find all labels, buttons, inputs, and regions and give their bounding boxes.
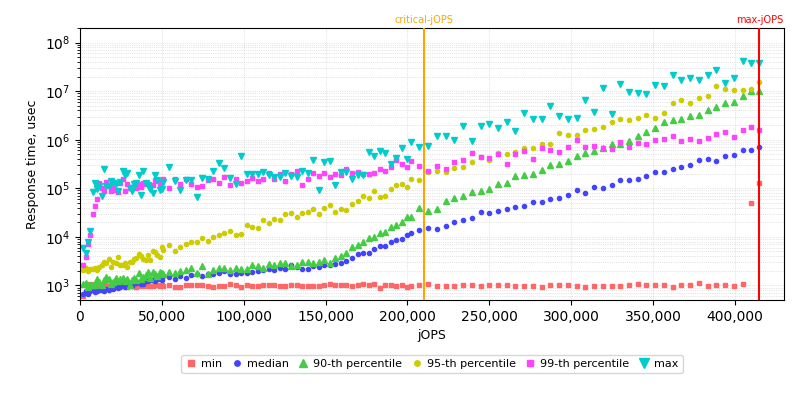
90-th percentile: [109, 279, 118, 284]
Y-axis label: Response time, usec: Response time, usec: [26, 99, 39, 229]
max: [754, 61, 764, 66]
max: [738, 58, 747, 63]
max: [146, 186, 155, 191]
99-th percentile: [686, 136, 695, 141]
95-th percentile: [386, 186, 396, 191]
90-th percentile: [694, 113, 704, 118]
95-th percentile: [253, 226, 262, 230]
90-th percentile: [386, 225, 396, 230]
95-th percentile: [694, 96, 704, 100]
median: [143, 278, 153, 283]
90-th percentile: [746, 89, 756, 94]
Line: min: min: [81, 181, 762, 298]
90-th percentile: [78, 282, 88, 287]
X-axis label: jOPS: jOPS: [418, 329, 446, 342]
99-th percentile: [754, 127, 764, 132]
min: [754, 180, 764, 185]
median: [247, 269, 257, 274]
median: [686, 163, 695, 168]
95-th percentile: [754, 80, 764, 84]
99-th percentile: [381, 169, 390, 174]
min: [106, 283, 116, 288]
min: [686, 283, 695, 288]
Text: critical-jOPS: critical-jOPS: [394, 15, 454, 25]
99-th percentile: [247, 175, 257, 180]
95-th percentile: [78, 267, 88, 272]
99-th percentile: [143, 182, 153, 187]
Text: max-jOPS: max-jOPS: [736, 15, 783, 25]
95-th percentile: [146, 257, 155, 262]
Line: max: max: [80, 57, 763, 257]
99-th percentile: [746, 124, 756, 129]
max: [423, 144, 433, 148]
Line: 95-th percentile: 95-th percentile: [81, 80, 762, 273]
max: [253, 172, 262, 177]
90-th percentile: [146, 276, 155, 280]
Legend: min, median, 90-th percentile, 95-th percentile, 99-th percentile, max: min, median, 90-th percentile, 95-th per…: [182, 354, 682, 374]
90-th percentile: [83, 285, 93, 290]
99-th percentile: [414, 164, 424, 168]
90-th percentile: [754, 89, 764, 94]
Line: 99-th percentile: 99-th percentile: [81, 125, 762, 267]
95-th percentile: [109, 260, 118, 264]
90-th percentile: [423, 209, 433, 214]
99-th percentile: [106, 189, 116, 194]
max: [81, 251, 90, 256]
median: [754, 145, 764, 150]
median: [78, 292, 88, 296]
max: [78, 246, 88, 251]
95-th percentile: [83, 268, 93, 273]
min: [78, 293, 88, 298]
min: [414, 283, 424, 288]
max: [386, 162, 396, 167]
max: [694, 77, 704, 82]
99-th percentile: [78, 263, 88, 268]
median: [106, 285, 116, 290]
90-th percentile: [253, 264, 262, 268]
95-th percentile: [423, 170, 433, 174]
min: [143, 284, 153, 288]
Line: median: median: [81, 145, 762, 296]
min: [247, 283, 257, 288]
max: [109, 180, 118, 185]
median: [414, 228, 424, 232]
min: [381, 282, 390, 287]
Line: 90-th percentile: 90-th percentile: [81, 88, 762, 290]
median: [381, 243, 390, 248]
